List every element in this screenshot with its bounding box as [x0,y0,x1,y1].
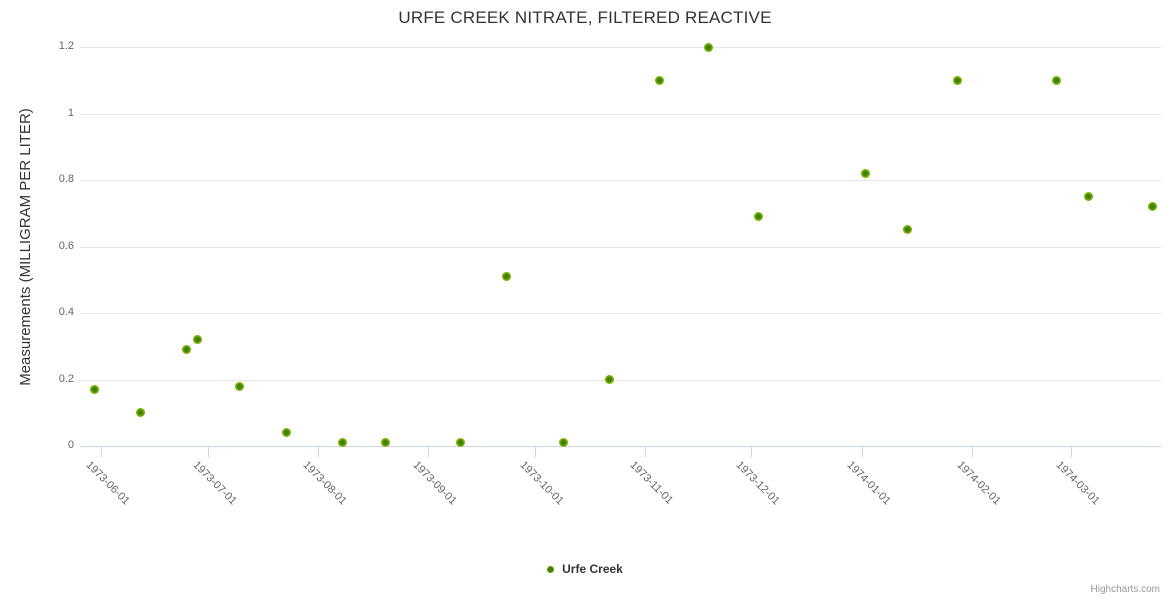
y-axis-tick-label: 1.2 [58,40,74,52]
x-axis-tick-label: 1973-06-01 [83,459,132,508]
x-axis-tick-label: 1973-12-01 [733,459,782,508]
data-point[interactable] [455,438,465,448]
gridline [80,113,1161,115]
data-point[interactable] [604,375,614,384]
data-point[interactable] [903,225,913,235]
legend-label: Urfe Creek [562,562,623,576]
x-axis-tick-label: 1974-02-01 [954,459,1003,508]
data-point[interactable] [235,381,245,391]
chart-title: URFE CREEK NITRATE, FILTERED REACTIVE [398,8,772,27]
data-point[interactable] [654,75,664,85]
x-axis-tick-label: 1973-09-01 [410,459,459,508]
x-axis-tick [318,447,319,457]
x-axis-tick-label: 1973-10-01 [517,459,566,508]
x-axis-tick [208,447,209,457]
gridline [80,246,1161,248]
data-point[interactable] [281,428,291,438]
data-point[interactable] [135,408,145,418]
x-axis-tick [645,447,646,457]
x-axis-tick [428,447,429,457]
data-point[interactable] [1148,202,1158,212]
data-point[interactable] [953,75,962,85]
x-axis-tick [972,447,973,457]
x-axis-tick-label: 1973-11-01 [627,459,676,507]
x-axis-tick-label: 1974-03-01 [1053,459,1102,508]
x-axis-tick [1071,447,1072,457]
y-axis-tick-label: 0.2 [58,372,74,385]
data-point[interactable] [754,212,764,222]
highcharts-credits-link[interactable]: Highcharts.com [1090,584,1160,595]
x-axis-tick-label: 1973-07-01 [190,459,239,508]
gridline [80,313,1161,314]
y-axis-tick-label: 0.8 [58,173,74,185]
data-point[interactable] [338,438,348,448]
data-point[interactable] [192,335,202,345]
x-axis-tick [101,447,102,457]
data-point[interactable] [89,384,99,394]
data-point[interactable] [381,438,391,448]
y-axis-tick-label: 1 [67,106,74,119]
y-axis-tick-label: 0.6 [58,239,74,252]
x-axis-line [80,446,1161,447]
gridline [80,47,1161,48]
x-axis-tick-label: 1973-08-01 [300,459,349,508]
x-axis-tick-label: 1974-01-01 [844,459,893,508]
data-point[interactable] [1052,75,1062,85]
data-point[interactable] [704,42,714,52]
x-axis-tick [535,447,536,457]
y-axis-tick-label: 0.4 [58,306,74,318]
data-point[interactable] [558,438,568,448]
gridline [80,180,1161,181]
y-axis-tick-label: 0 [67,439,74,451]
gridline [80,379,1161,381]
x-axis-tick [862,447,863,457]
data-point[interactable] [501,271,511,281]
legend-marker-icon [547,565,555,573]
data-point[interactable] [860,168,870,178]
data-point[interactable] [182,345,192,355]
data-point[interactable] [1084,192,1094,202]
legend-item-urfe-creek[interactable]: Urfe Creek [0,562,1170,576]
x-axis-tick [751,447,752,457]
